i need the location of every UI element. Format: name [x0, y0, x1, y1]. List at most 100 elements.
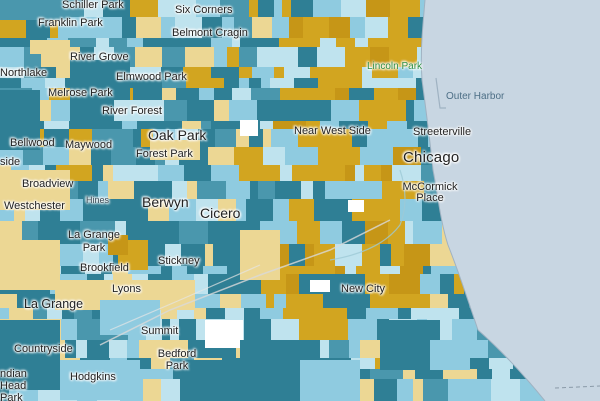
census-tract — [300, 360, 360, 401]
census-tract — [325, 181, 353, 199]
census-tract — [158, 221, 179, 244]
census-tract — [70, 181, 78, 199]
census-tract — [323, 294, 345, 308]
census-tract — [339, 121, 368, 129]
census-tract — [346, 78, 362, 88]
census-tract — [352, 244, 362, 266]
label-oak-park: Oak Park — [148, 127, 207, 143]
census-tract — [423, 266, 431, 274]
census-tract — [380, 266, 400, 274]
census-tract — [185, 47, 214, 67]
census-tract — [244, 319, 271, 340]
census-tract — [257, 47, 273, 67]
census-tract — [44, 121, 69, 129]
census-tract — [128, 67, 140, 78]
census-tract — [398, 308, 411, 319]
census-tract — [397, 379, 413, 401]
census-tract — [349, 340, 360, 358]
census-tract — [21, 78, 45, 88]
census-tract — [146, 266, 161, 274]
census-tract — [353, 181, 382, 199]
census-tract — [408, 38, 422, 47]
census-tract — [307, 266, 335, 274]
label-streeterville: Streeterville — [413, 126, 472, 138]
census-tract — [172, 266, 187, 274]
census-tract — [182, 121, 201, 129]
census-tract — [201, 121, 211, 129]
census-tract — [0, 90, 40, 150]
census-tract — [291, 0, 313, 17]
census-tract — [386, 100, 406, 121]
census-tract — [121, 199, 148, 221]
census-tract — [272, 17, 289, 38]
census-tract — [0, 38, 26, 47]
census-tract — [126, 181, 134, 199]
census-tract — [106, 17, 122, 38]
census-tract — [232, 88, 251, 100]
census-tract — [208, 0, 220, 17]
census-tract — [314, 199, 328, 221]
census-tract — [69, 121, 94, 129]
label-indian-head-park: ndian Head Park — [0, 368, 27, 401]
census-tract — [164, 38, 186, 47]
census-tract — [345, 165, 355, 181]
census-tract — [345, 266, 356, 274]
census-tract — [365, 274, 389, 294]
census-tract — [140, 67, 161, 78]
census-tract — [280, 88, 303, 100]
census-tract — [285, 147, 296, 165]
census-tract — [448, 379, 472, 401]
census-tract — [327, 319, 348, 340]
census-tract — [431, 266, 444, 274]
census-tract — [133, 369, 154, 379]
census-tract — [194, 308, 206, 319]
census-tract — [98, 181, 108, 199]
census-tract — [301, 181, 313, 199]
census-tract — [303, 38, 320, 47]
census-tract — [365, 221, 388, 244]
census-tract — [391, 129, 418, 147]
census-tract — [246, 199, 273, 221]
census-tract — [133, 88, 162, 100]
census-tract — [137, 121, 163, 129]
census-tract — [370, 47, 389, 67]
census-tract — [296, 147, 318, 165]
census-tract — [404, 78, 416, 88]
label-cicero: Cicero — [200, 205, 241, 221]
census-tract — [114, 100, 143, 121]
census-tract — [341, 0, 366, 17]
census-tract — [377, 308, 398, 319]
census-tract — [157, 244, 165, 266]
census-tract — [83, 244, 99, 266]
census-tract — [127, 340, 139, 358]
census-tract — [381, 147, 393, 165]
census-tract — [170, 319, 179, 340]
census-tract — [77, 319, 100, 340]
census-tract — [167, 0, 196, 17]
label-lincoln-park[interactable]: Lincoln Park — [367, 61, 423, 72]
census-tract — [292, 121, 306, 129]
census-tract — [170, 358, 182, 369]
census-tract — [392, 165, 421, 181]
census-tract — [78, 181, 98, 199]
census-tract — [34, 67, 56, 78]
census-tract — [87, 340, 109, 358]
census-tract — [69, 129, 92, 147]
label-berwyn: Berwyn — [142, 194, 189, 210]
census-tract — [472, 379, 491, 401]
label-brookfield: Brookfield — [80, 262, 129, 274]
census-tract — [374, 379, 397, 401]
label-river-forest: River Forest — [102, 105, 162, 117]
census-tract — [336, 129, 352, 147]
census-tract — [289, 17, 303, 38]
census-tract — [0, 67, 15, 78]
census-tract — [60, 360, 140, 400]
census-tract — [359, 100, 386, 121]
census-tract — [310, 165, 324, 181]
census-tract — [197, 181, 226, 199]
census-tract — [17, 294, 40, 308]
census-tract — [261, 78, 270, 88]
census-tract — [196, 0, 208, 17]
census-tract — [286, 294, 295, 308]
